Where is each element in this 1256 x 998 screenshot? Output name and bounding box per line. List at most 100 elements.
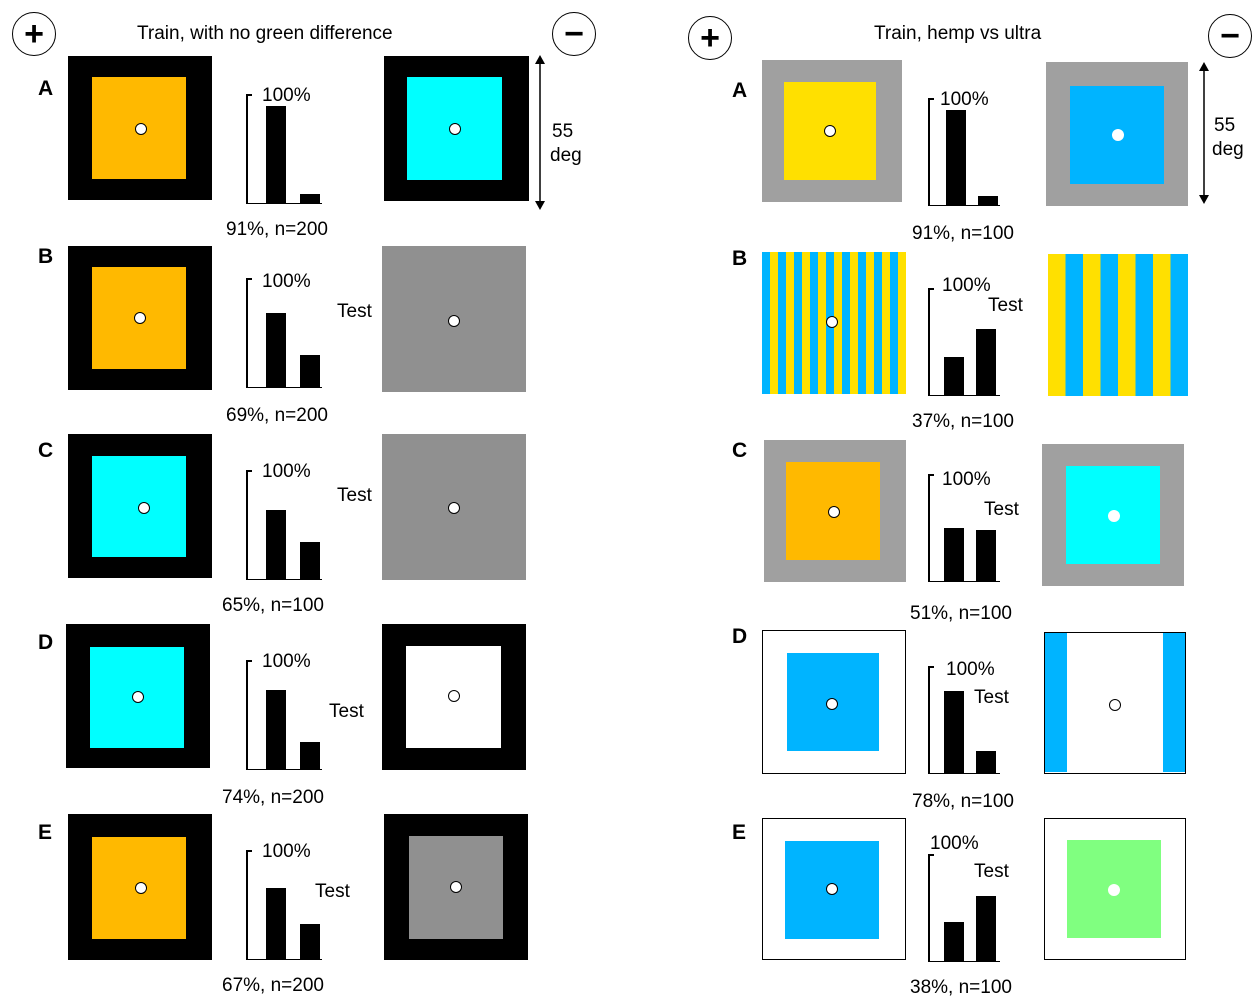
bar-positive — [946, 109, 966, 206]
bar-negative — [976, 529, 996, 582]
striped-stimulus-wide — [1048, 254, 1188, 396]
choice-bar-chart — [246, 88, 322, 204]
row-letter: B — [732, 247, 748, 270]
result-label: 51%, n=100 — [910, 603, 1012, 624]
bar-positive — [266, 887, 286, 960]
pct-label: 100% — [946, 659, 995, 680]
test-stimulus — [1044, 632, 1186, 774]
row-letter: E — [732, 821, 747, 844]
minus-symbol: − — [1220, 17, 1240, 55]
fixation-dot — [138, 502, 150, 514]
choice-bar-chart — [928, 468, 1000, 582]
tick-100 — [246, 470, 252, 472]
pct-label: 100% — [262, 651, 311, 672]
row-letter: B — [38, 245, 54, 268]
choice-bar-chart — [928, 92, 1000, 206]
pct-label: 100% — [942, 275, 991, 296]
test-stimulus — [384, 814, 528, 960]
plus-sign-right: + — [688, 16, 732, 60]
test-label: Test — [337, 485, 372, 506]
tick-100 — [246, 94, 252, 96]
left-panel-title: Train, with no green difference — [137, 23, 393, 44]
fixation-dot — [826, 883, 838, 895]
result-label: 65%, n=100 — [222, 595, 324, 616]
positive-stimulus — [764, 440, 906, 582]
fixation-dot — [828, 506, 840, 518]
fixation-dot — [448, 502, 460, 514]
fixation-dot — [135, 123, 147, 135]
bar-negative — [976, 750, 996, 774]
minus-sign-left: − — [552, 12, 596, 56]
bar-baseline — [928, 960, 1000, 962]
fixation-dot — [450, 881, 462, 893]
bar-axis — [246, 470, 248, 580]
tick-100 — [928, 288, 934, 290]
bar-positive — [266, 509, 286, 580]
row-letter: A — [38, 77, 54, 100]
test-label: Test — [329, 701, 364, 722]
tick-100 — [246, 660, 252, 662]
bar-axis — [246, 660, 248, 770]
fixation-dot — [1108, 884, 1120, 896]
bar-axis — [928, 666, 930, 774]
choice-bar-chart — [246, 272, 322, 388]
pct-label: 100% — [940, 89, 989, 110]
bar-axis — [246, 94, 248, 204]
negative-stimulus — [1042, 444, 1184, 586]
test-stimulus — [1044, 818, 1186, 960]
row-letter: C — [732, 439, 748, 462]
tick-100 — [928, 98, 934, 100]
fixation-dot — [449, 123, 461, 135]
row-letter: C — [38, 439, 54, 462]
scale-value-right: 55 — [1214, 115, 1236, 136]
result-label: 91%, n=200 — [226, 219, 328, 240]
choice-bar-chart — [246, 844, 322, 960]
pct-label: 100% — [262, 841, 311, 862]
bar-positive — [266, 689, 286, 770]
test-label: Test — [988, 295, 1023, 316]
negative-stimulus — [1046, 62, 1188, 206]
pct-label: 100% — [262, 85, 311, 106]
positive-stimulus — [762, 630, 906, 774]
fixation-dot — [826, 316, 838, 328]
tick-100 — [928, 854, 934, 856]
positive-stimulus — [66, 624, 210, 768]
choice-bar-chart — [928, 848, 1000, 962]
result-label: 37%, n=100 — [912, 411, 1014, 432]
minus-sign-right: − — [1208, 14, 1252, 58]
bar-baseline — [928, 580, 1000, 582]
test-stimulus — [382, 624, 526, 770]
bar-axis — [928, 98, 930, 206]
fixation-dot — [1108, 510, 1120, 522]
fixation-dot — [1109, 699, 1121, 711]
tick-100 — [246, 850, 252, 852]
choice-bar-chart — [246, 464, 322, 580]
tick-100 — [928, 474, 934, 476]
minus-symbol: − — [564, 15, 584, 53]
positive-stimulus — [68, 434, 212, 578]
positive-stimulus — [68, 814, 212, 960]
result-label: 67%, n=200 — [222, 975, 324, 996]
test-stimulus — [382, 434, 526, 580]
bar-positive — [266, 105, 286, 204]
bar-negative — [300, 741, 320, 770]
fixation-dot — [826, 698, 838, 710]
striped-stimulus-fine — [762, 252, 906, 394]
bar-negative — [300, 193, 320, 204]
negative-stimulus — [384, 56, 529, 201]
positive-stimulus — [68, 246, 212, 390]
blue-edge-right — [1163, 633, 1185, 772]
bar-positive — [944, 527, 964, 582]
scale-unit-left: deg — [550, 145, 582, 166]
choice-bar-chart — [928, 282, 1000, 396]
result-label: 74%, n=200 — [222, 787, 324, 808]
bar-axis — [928, 288, 930, 396]
tick-100 — [246, 278, 252, 280]
bar-negative — [300, 354, 320, 388]
row-letter: D — [732, 625, 748, 648]
scale-value-left: 55 — [552, 121, 574, 142]
bar-axis — [246, 278, 248, 388]
fixation-dot — [448, 315, 460, 327]
bar-negative — [976, 328, 996, 396]
